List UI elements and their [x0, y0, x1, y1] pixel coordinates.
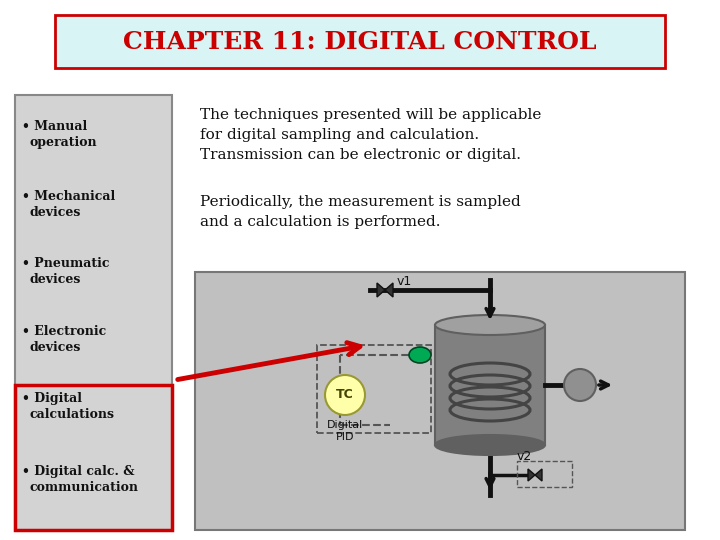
- Text: • Digital calc. &: • Digital calc. &: [22, 465, 135, 478]
- Text: devices: devices: [30, 206, 81, 219]
- Text: CHAPTER 11: DIGITAL CONTROL: CHAPTER 11: DIGITAL CONTROL: [123, 30, 597, 54]
- Ellipse shape: [409, 347, 431, 363]
- Circle shape: [325, 375, 365, 415]
- Text: Periodically, the measurement is sampled: Periodically, the measurement is sampled: [200, 195, 521, 209]
- Text: devices: devices: [30, 341, 81, 354]
- Text: • Mechanical: • Mechanical: [22, 190, 115, 203]
- Polygon shape: [377, 283, 393, 297]
- Text: for digital sampling and calculation.: for digital sampling and calculation.: [200, 128, 479, 142]
- Circle shape: [564, 369, 596, 401]
- Text: operation: operation: [30, 136, 98, 149]
- FancyBboxPatch shape: [435, 325, 545, 445]
- Text: • Manual: • Manual: [22, 120, 87, 133]
- FancyBboxPatch shape: [15, 95, 172, 530]
- Text: Transmission can be electronic or digital.: Transmission can be electronic or digita…: [200, 148, 521, 162]
- Text: Digital
PID: Digital PID: [327, 420, 363, 442]
- Text: v2: v2: [517, 450, 532, 463]
- FancyBboxPatch shape: [55, 15, 665, 68]
- Text: devices: devices: [30, 273, 81, 286]
- Text: • Pneumatic: • Pneumatic: [22, 257, 109, 270]
- FancyBboxPatch shape: [195, 272, 685, 530]
- Text: and a calculation is performed.: and a calculation is performed.: [200, 215, 441, 229]
- Polygon shape: [528, 469, 542, 481]
- Text: v1: v1: [397, 275, 413, 288]
- Text: TC: TC: [336, 388, 354, 402]
- Text: • Electronic: • Electronic: [22, 325, 107, 338]
- FancyBboxPatch shape: [15, 385, 172, 530]
- Text: The techniques presented will be applicable: The techniques presented will be applica…: [200, 108, 541, 122]
- Text: calculations: calculations: [30, 408, 115, 421]
- Text: • Digital: • Digital: [22, 392, 82, 405]
- Ellipse shape: [435, 315, 545, 335]
- Ellipse shape: [435, 435, 545, 455]
- Text: communication: communication: [30, 481, 139, 494]
